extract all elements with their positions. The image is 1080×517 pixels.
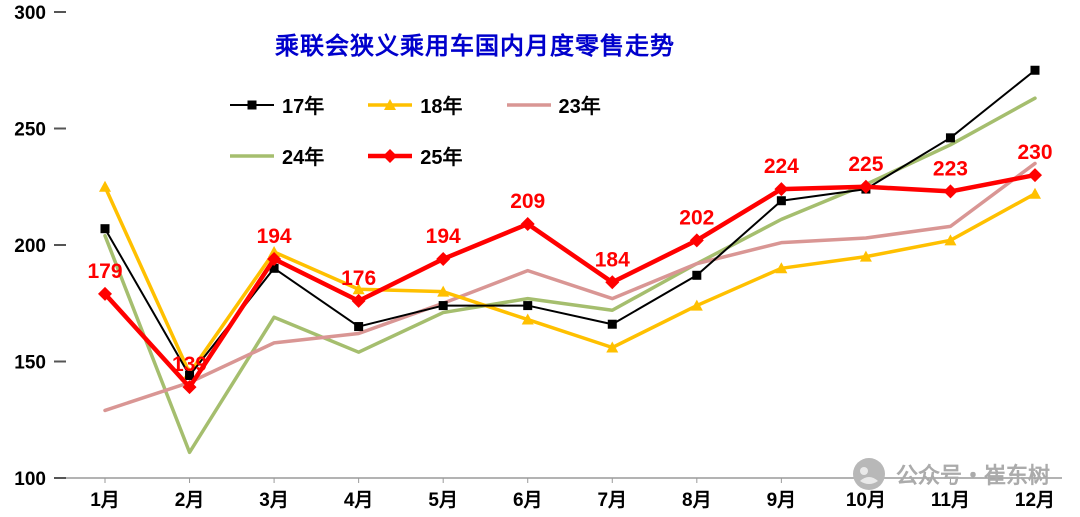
y-axis-label: 100	[14, 469, 46, 490]
marker-18年	[859, 250, 872, 262]
series-line-23年	[103, 161, 1037, 413]
data-label-25年: 176	[341, 267, 376, 290]
marker-17年	[607, 319, 617, 329]
marker-25年	[98, 286, 112, 301]
legend-item-17年[interactable]: 17年	[228, 90, 324, 119]
series-line-25年	[102, 172, 1038, 390]
x-axis-label: 7月	[597, 490, 627, 511]
legend-label-23年: 23年	[558, 96, 601, 118]
marker-25年	[520, 217, 535, 232]
marker-25年	[351, 293, 366, 308]
marker-17年	[185, 370, 195, 380]
x-axis-label: 5月	[428, 490, 458, 511]
marker-18年	[268, 245, 281, 257]
series-line-17年	[104, 69, 1036, 377]
legend-item-24年[interactable]: 24年	[228, 141, 324, 170]
data-label-25年: 209	[510, 190, 545, 213]
legend-label-25年: 25年	[420, 147, 463, 169]
marker-17年	[1030, 65, 1040, 75]
watermark: 公众号・崔东树	[852, 457, 1050, 491]
marker-25年	[436, 251, 451, 266]
y-axis-label: 150	[14, 353, 46, 374]
marker-18年	[352, 283, 365, 295]
marker-18年	[944, 234, 957, 246]
data-label-25年: 194	[257, 225, 292, 248]
legend-label-18年: 18年	[420, 96, 463, 118]
marker-17年	[100, 224, 110, 234]
data-label-25年: 179	[87, 260, 122, 283]
series-line-24年	[103, 96, 1037, 455]
marker-18年	[690, 299, 703, 311]
x-axis-label: 3月	[259, 490, 289, 511]
data-label-25年: 184	[595, 248, 630, 271]
data-label-25年: 225	[848, 153, 883, 176]
marker-17年	[269, 263, 279, 273]
x-axis-label: 9月	[767, 490, 797, 511]
x-axis-label: 6月	[513, 490, 543, 511]
marker-17年	[438, 301, 448, 311]
marker-18年	[775, 262, 788, 274]
marker-17年	[692, 270, 702, 280]
data-label-25年: 202	[679, 206, 714, 229]
chart-legend: 17年 18年 23年 24年 25年	[228, 90, 601, 170]
legend-label-17年: 17年	[282, 96, 325, 118]
marker-25年	[182, 380, 197, 395]
marker-18年	[606, 341, 619, 353]
x-axis-label: 12月	[1015, 490, 1055, 511]
marker-25年	[774, 182, 789, 197]
marker-25年	[689, 233, 704, 248]
marker-25年	[1028, 168, 1042, 183]
x-axis-label: 4月	[344, 490, 374, 511]
marker-18年	[99, 180, 111, 192]
data-label-25年: 139	[172, 353, 207, 376]
x-axis-label: 11月	[931, 490, 970, 511]
x-axis-label: 10月	[846, 490, 886, 511]
marker-17年	[945, 133, 955, 143]
x-axis-label: 1月	[90, 490, 120, 511]
marker-18年	[437, 285, 450, 297]
y-axis-label: 250	[14, 120, 46, 141]
legend-row: 17年 18年 23年	[228, 90, 601, 119]
legend-swatch-18年	[368, 98, 413, 110]
data-label-25年: 223	[933, 157, 968, 180]
y-axis-label: 200	[14, 236, 46, 257]
marker-18年	[1029, 187, 1041, 199]
legend-label-24年: 24年	[282, 147, 325, 169]
y-axis-label: 300	[14, 3, 46, 24]
watermark-icon	[852, 458, 885, 490]
marker-25年	[267, 251, 282, 266]
legend-row: 24年 25年	[228, 141, 601, 170]
data-label-25年: 224	[764, 155, 799, 178]
marker-25年	[605, 275, 620, 290]
marker-17年	[523, 301, 533, 311]
marker-25年	[858, 179, 873, 194]
data-label-25年: 230	[1017, 141, 1052, 164]
marker-17年	[776, 196, 786, 206]
series-line-18年	[103, 185, 1037, 375]
x-axis-label: 2月	[175, 490, 205, 511]
legend-item-25年[interactable]: 25年	[366, 141, 463, 170]
legend-swatch-23年	[506, 102, 551, 107]
legend-item-18年[interactable]: 18年	[366, 90, 463, 119]
chart-title: 乘联会狭义乘用车国内月度零售走势	[275, 33, 675, 60]
marker-18年	[521, 313, 534, 325]
data-label-25年: 194	[426, 225, 461, 248]
legend-swatch-25年	[368, 148, 413, 163]
marker-25年	[943, 184, 958, 199]
watermark-text: 公众号・崔东树	[895, 463, 1050, 488]
legend-item-23年[interactable]: 23年	[505, 90, 601, 119]
marker-17年	[354, 322, 364, 332]
legend-swatch-24年	[230, 153, 274, 158]
legend-swatch-17年	[230, 100, 274, 109]
x-axis-label: 8月	[682, 490, 712, 511]
